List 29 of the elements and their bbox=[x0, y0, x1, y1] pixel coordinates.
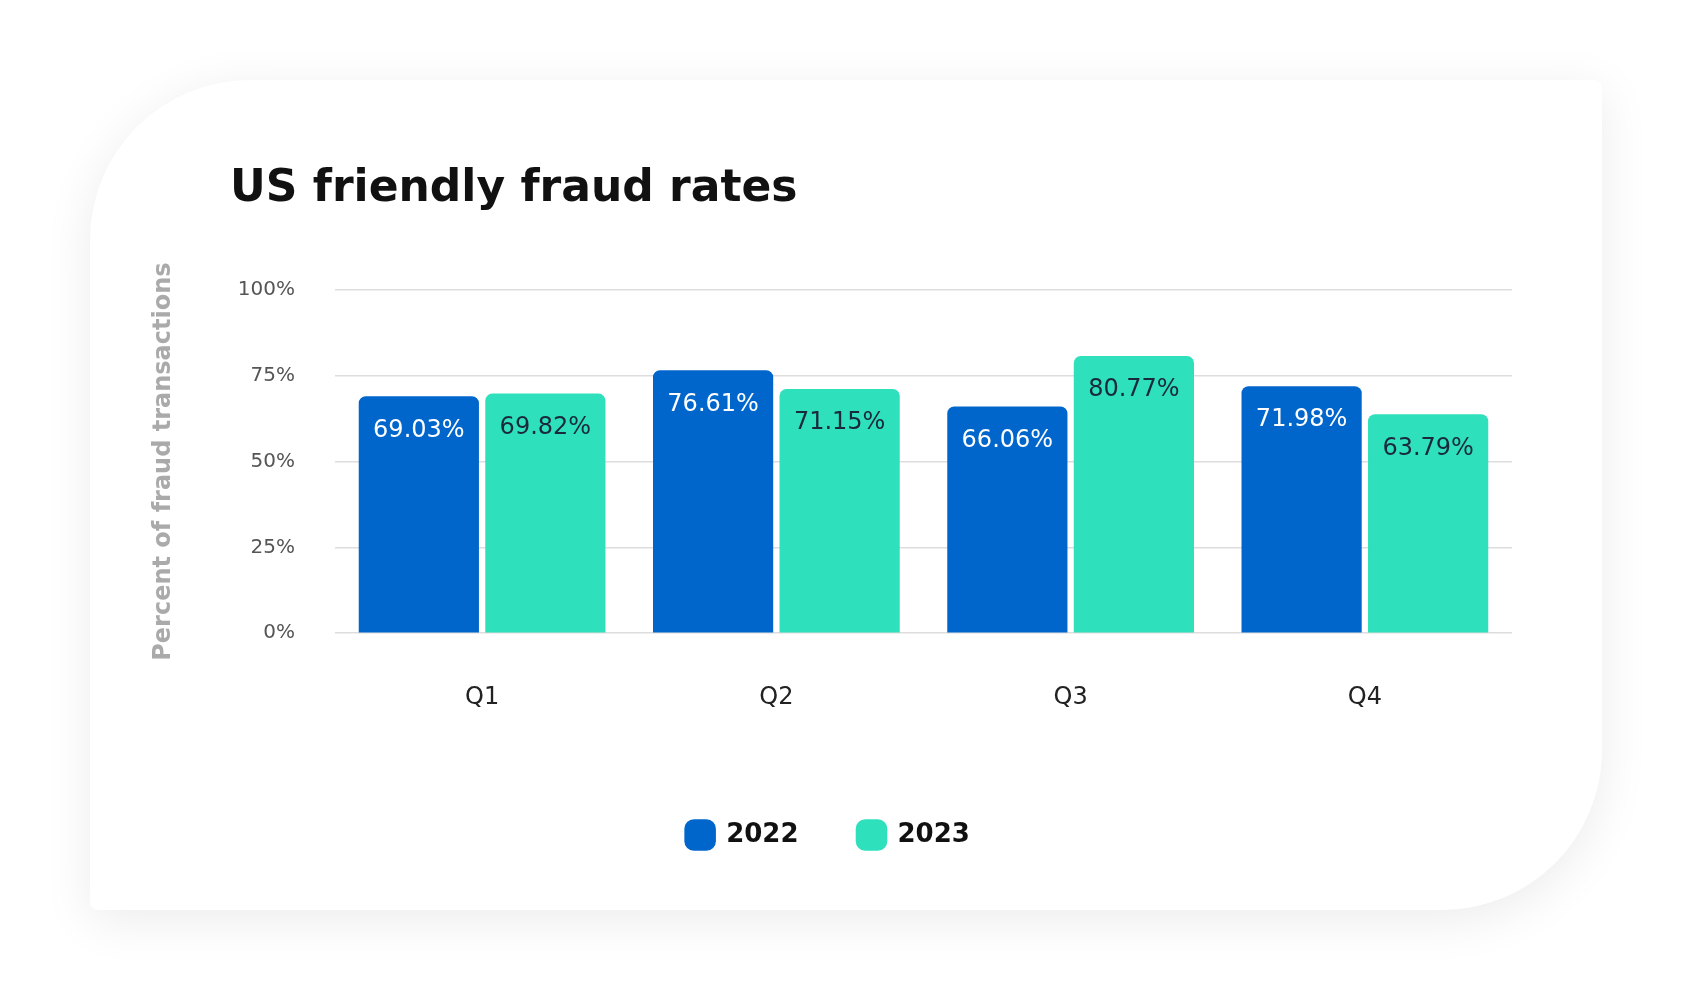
data-label: 71.98% bbox=[1255, 404, 1348, 433]
bar bbox=[358, 396, 479, 633]
x-tick-label: Q1 bbox=[465, 681, 500, 710]
data-label: 76.61% bbox=[667, 388, 759, 417]
data-label: 69.82% bbox=[499, 411, 592, 440]
y-tick-label: 100% bbox=[237, 276, 295, 301]
data-label: 71.15% bbox=[793, 407, 886, 436]
y-tick-label: 50% bbox=[250, 447, 295, 472]
y-tick-label: 0% bbox=[263, 619, 295, 644]
bar bbox=[652, 370, 774, 633]
legend-label: 2022 bbox=[726, 817, 799, 848]
data-label: 66.06% bbox=[961, 424, 1054, 453]
data-label: 80.77% bbox=[1088, 374, 1180, 403]
y-tick-label: 25% bbox=[250, 533, 295, 558]
bar bbox=[779, 389, 900, 633]
legend-label: 2023 bbox=[897, 817, 970, 848]
bar bbox=[1241, 386, 1362, 633]
y-axis-title: Percent of fraud transactions bbox=[147, 262, 176, 661]
data-label: 63.79% bbox=[1382, 432, 1474, 461]
chart-title: US friendly fraud rates bbox=[230, 160, 798, 211]
x-tick-label: Q4 bbox=[1347, 681, 1382, 710]
bar bbox=[1368, 414, 1489, 633]
x-tick-label: Q2 bbox=[759, 681, 794, 710]
x-tick-label: Q3 bbox=[1053, 681, 1088, 710]
bar bbox=[947, 406, 1068, 633]
bar bbox=[1073, 356, 1194, 633]
data-label: 69.03% bbox=[373, 414, 465, 443]
y-tick-label: 75% bbox=[250, 362, 295, 386]
bar bbox=[485, 393, 606, 633]
